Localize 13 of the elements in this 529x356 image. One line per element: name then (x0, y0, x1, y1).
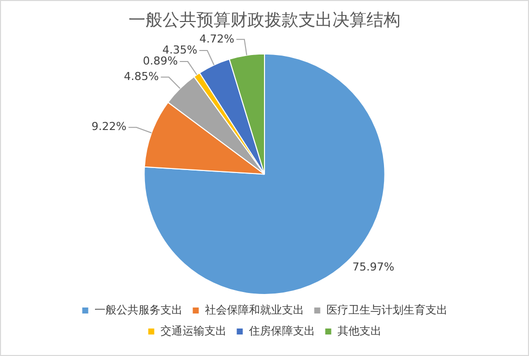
chart-title: 一般公共预算财政拨款支出决算结构 (128, 10, 400, 31)
legend-label: 社会保障和就业支出 (204, 303, 304, 316)
data-label: 4.85% (124, 70, 159, 83)
legend-label: 一般公共服务支出 (94, 303, 182, 316)
legend-label: 住房保障支出 (248, 324, 315, 338)
data-label: 4.72% (199, 32, 234, 46)
data-label: 9.22% (92, 120, 126, 134)
legend-label: 交通运输支出 (160, 324, 226, 338)
data-label: 4.35% (162, 43, 198, 56)
data-label: 0.89% (142, 54, 178, 68)
data-label: 75.97% (352, 260, 394, 274)
legend-label: 其他支出 (337, 324, 382, 338)
legend-label: 医疗卫生与计划生育支出 (326, 303, 448, 316)
